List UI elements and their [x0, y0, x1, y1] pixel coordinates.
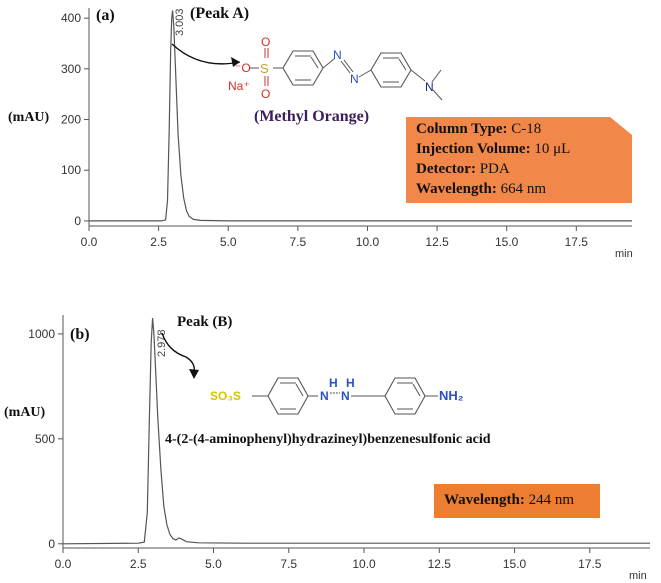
mo-sodium: Na⁺	[228, 79, 250, 93]
chart-b-arrow-head	[189, 369, 199, 379]
y-tick-label: 0	[74, 214, 81, 228]
chart-a-x-ticks: 0.0 2.5 5.0 7.5 10.0 12.5 15.0 17.5	[81, 226, 589, 249]
chart-b-trace	[62, 318, 650, 545]
mo-bond	[310, 56, 319, 69]
chart-b-ylabel: (mAU)	[4, 405, 46, 420]
y-tick-label: 100	[61, 163, 81, 177]
chart-a-arrow-head	[231, 57, 240, 67]
x-tick-label: 7.5	[290, 235, 307, 249]
x-tick-label: 17.5	[565, 235, 589, 249]
info-wavelength-b: Wavelength: 244 nm	[444, 492, 575, 508]
chart-a-xlabel: min	[615, 248, 633, 260]
methyl-orange-structure: ⁻O S O O Na⁺ N N N (Methyl Orange)	[228, 35, 443, 125]
y-tick-label: 300	[61, 62, 81, 76]
hz-h1: H	[329, 376, 338, 390]
info-wavelength-a: Wavelength: 664 nm	[416, 181, 547, 197]
x-tick-label: 12.5	[425, 235, 449, 249]
x-tick-label: 12.5	[428, 557, 452, 571]
y-tick-label: 1000	[28, 327, 55, 341]
x-tick-label: 0.0	[55, 557, 72, 571]
chart-a-trace	[89, 10, 632, 222]
x-tick-label: 7.5	[280, 557, 297, 571]
info-box-b: Wavelength: 244 nm	[434, 484, 600, 518]
mo-amine-n: N	[425, 80, 434, 94]
hz-n2: N	[341, 389, 350, 403]
x-tick-label: 17.5	[578, 557, 602, 571]
hydrazine-structure: SO₃S H N H N NH₂ 4-(2-(4-aminophenyl)hyd…	[165, 376, 491, 447]
y-tick-label: 400	[61, 11, 81, 25]
chart-a-y-ticks: 0 100 200 300 400	[61, 11, 89, 228]
info-detector: Detector: PDA	[416, 161, 510, 177]
x-tick-label: 5.0	[220, 235, 237, 249]
chart-b-y-ticks: 0 500 1000	[28, 327, 63, 551]
mo-oxygen-top: O	[261, 35, 270, 49]
chart-a-ylabel: (mAU)	[8, 110, 50, 125]
mo-name: (Methyl Orange)	[254, 108, 369, 125]
chart-b-xlabel: min	[629, 570, 647, 582]
info-injection-volume: Injection Volume: 10 μL	[416, 141, 571, 157]
chart-b-peak-arrow	[161, 332, 196, 374]
chart-b-peak-name: Peak (B)	[177, 314, 232, 330]
chart-b: 0.0 2.5 5.0 7.5 10.0 12.5 15.0 17.5 0 500 1000 mi…	[4, 314, 650, 582]
mo-bond	[431, 69, 442, 83]
mo-azo-n2: N	[350, 72, 359, 86]
mo-bond	[322, 58, 335, 69]
hz-bond	[295, 383, 304, 397]
hz-so3-group: SO₃S	[210, 389, 241, 403]
y-tick-label: 200	[61, 113, 81, 127]
mo-sulfur: S	[260, 61, 269, 76]
mo-bond	[343, 59, 354, 73]
y-tick-label: 500	[35, 432, 55, 446]
x-tick-label: 2.5	[130, 557, 147, 571]
hz-name: 4-(2-(4-aminophenyl)hydrazineyl)benzenes…	[165, 432, 491, 447]
chart-a: 0.0 2.5 5.0 7.5 10.0 12.5 15.0 17.5 0 100 200 300 4…	[8, 5, 633, 260]
chart-a-peak-name: (Peak A)	[190, 5, 249, 22]
mo-bond	[358, 69, 372, 78]
y-tick-label: 0	[48, 537, 55, 551]
info-column-type: Column Type: C-18	[416, 121, 542, 137]
x-tick-label: 15.0	[503, 557, 527, 571]
chart-a-panel-label: (a)	[96, 7, 115, 24]
x-tick-label: 10.0	[352, 557, 376, 571]
chart-a-peak-rt-label: 3.003	[174, 8, 186, 36]
mo-o-minus: ⁻O	[235, 61, 251, 75]
mo-oxygen-bottom: O	[261, 87, 270, 101]
hz-nh2: NH₂	[439, 388, 464, 403]
mo-bond	[432, 89, 443, 101]
info-box-a-shape	[406, 117, 632, 203]
chart-b-panel-label: (b)	[70, 326, 90, 343]
chart-b-x-ticks: 0.0 2.5 5.0 7.5 10.0 12.5 15.0 17.5	[55, 548, 602, 571]
chart-a-peak-arrow	[171, 43, 241, 65]
hz-h2: H	[346, 376, 355, 390]
x-tick-label: 0.0	[81, 235, 98, 249]
info-box-a: Column Type: C-18 Injection Volume: 10 μ…	[406, 117, 632, 203]
x-tick-label: 15.0	[495, 235, 519, 249]
mo-azo-n1: N	[333, 48, 342, 62]
mo-bond	[410, 69, 426, 82]
hz-n1: N	[320, 389, 329, 403]
mo-bond	[398, 58, 407, 71]
x-tick-label: 10.0	[356, 235, 380, 249]
info-box-b-shape	[434, 484, 600, 518]
hz-bond	[412, 383, 421, 397]
chart-b-peak-rt-label: 2.978	[156, 329, 168, 357]
x-tick-label: 5.0	[205, 557, 222, 571]
x-tick-label: 2.5	[150, 235, 167, 249]
mo-bond	[340, 60, 351, 74]
